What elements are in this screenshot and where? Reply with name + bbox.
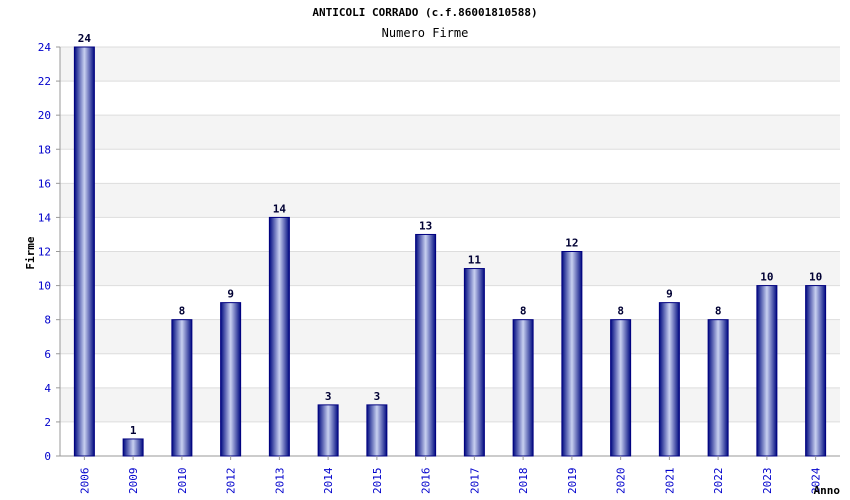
bar-2022 (707, 319, 729, 457)
y-tick-label: 2 (44, 416, 51, 429)
value-label-2018: 8 (520, 305, 527, 318)
value-label-2019: 12 (565, 237, 578, 250)
bar-2024 (805, 285, 827, 457)
bar-2020 (610, 319, 632, 457)
value-label-2017: 11 (468, 254, 482, 267)
bar-2010 (171, 319, 193, 457)
y-tick-label: 14 (38, 211, 52, 224)
x-tick-label-2018: 2018 (517, 468, 530, 495)
y-tick-label: 4 (44, 382, 51, 395)
x-tick-label-2013: 2013 (273, 468, 286, 495)
bar-2019 (561, 251, 583, 457)
value-label-2009: 1 (130, 424, 137, 437)
value-label-2014: 3 (325, 390, 332, 403)
y-tick-label: 24 (38, 41, 52, 54)
bar-2015 (366, 404, 388, 457)
value-label-2020: 8 (617, 305, 624, 318)
value-label-2015: 3 (374, 390, 381, 403)
x-axis-ticks: 2006 2009 2010 2012 2013 2014 2015 2016 2017 2018… (78, 456, 823, 495)
bar-2021 (658, 302, 680, 457)
value-label-2016: 13 (419, 219, 432, 232)
x-tick-label-2021: 2021 (663, 468, 676, 495)
chart-title: ANTICOLI CORRADO (c.f.86001810588) (312, 6, 537, 19)
grid-band (60, 47, 840, 82)
y-tick-label: 8 (44, 314, 51, 327)
y-tick-label: 16 (38, 177, 51, 190)
x-tick-label-2020: 2020 (615, 468, 628, 495)
bar-2013 (268, 216, 290, 457)
bar-2017 (463, 268, 485, 457)
x-tick-label-2019: 2019 (566, 468, 579, 495)
grid-band (60, 183, 840, 218)
value-label-2006: 24 (78, 32, 92, 45)
chart-subtitle: Numero Firme (382, 26, 469, 40)
value-label-2012: 9 (227, 288, 234, 301)
grid-band (60, 251, 840, 286)
value-label-2021: 9 (666, 288, 673, 301)
y-tick-label: 18 (38, 143, 51, 156)
bar-2006 (73, 46, 95, 457)
value-labels: 24 1 8 9 14 3 3 13 11 8 12 8 9 8 10 10 (78, 32, 823, 437)
bars (73, 46, 827, 457)
bar-2016 (415, 233, 437, 457)
x-tick-label-2023: 2023 (761, 468, 774, 495)
x-tick-label-2010: 2010 (176, 468, 189, 495)
grid-band (60, 115, 840, 150)
value-label-2010: 8 (179, 305, 186, 318)
bar-2009 (122, 438, 144, 457)
x-tick-label-2016: 2016 (420, 468, 433, 495)
y-tick-label: 22 (38, 75, 51, 88)
value-label-2022: 8 (715, 305, 722, 318)
y-tick-label: 12 (38, 246, 51, 259)
y-tick-label: 6 (44, 348, 51, 361)
x-tick-label-2024: 2024 (810, 467, 823, 494)
bar-2014 (317, 404, 339, 457)
x-tick-label-2009: 2009 (127, 468, 140, 495)
x-tick-label-2006: 2006 (78, 468, 91, 495)
x-tick-label-2017: 2017 (468, 468, 481, 495)
x-tick-label-2015: 2015 (371, 468, 384, 495)
x-tick-label-2022: 2022 (712, 468, 725, 495)
x-tick-label-2012: 2012 (225, 468, 238, 495)
x-tick-label-2014: 2014 (322, 467, 335, 494)
x-axis-label: Anno (814, 484, 841, 497)
y-axis-label: Firme (24, 236, 37, 269)
value-label-2023: 10 (760, 271, 773, 284)
bar-2012 (220, 302, 242, 457)
y-tick-label: 10 (38, 280, 51, 293)
y-tick-label: 0 (44, 450, 51, 463)
bar-2023 (756, 285, 778, 457)
value-label-2013: 14 (273, 202, 287, 215)
bar-2018 (512, 319, 534, 457)
y-tick-label: 20 (38, 109, 51, 122)
value-label-2024: 10 (809, 271, 822, 284)
